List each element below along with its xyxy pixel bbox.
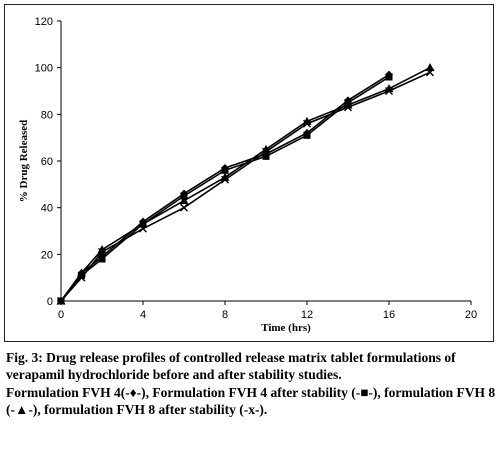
x-point xyxy=(139,224,147,233)
x-point xyxy=(385,87,393,95)
square-point xyxy=(98,255,106,263)
figure-caption: Fig. 3: Drug release profiles of control… xyxy=(6,350,496,418)
y-tick-label: 100 xyxy=(35,63,53,75)
y-tick-label: 80 xyxy=(41,109,53,121)
x-tick-label: 8 xyxy=(222,309,228,321)
y-axis-title: % Drug Released xyxy=(18,120,30,203)
series-line-triangle xyxy=(60,66,431,302)
x-tick-label: 0 xyxy=(58,309,64,321)
x-point xyxy=(98,248,106,256)
triangle-point xyxy=(179,196,189,205)
square-point xyxy=(221,166,229,174)
square-point xyxy=(303,131,311,139)
legend-caption-text: Formulation FVH 4(-♦-), Formulation FVH … xyxy=(6,385,496,417)
y-tick-label: 20 xyxy=(41,249,53,261)
x-point xyxy=(180,203,188,212)
square-point xyxy=(385,73,393,81)
square-point xyxy=(262,152,270,160)
y-tick-label: 40 xyxy=(41,203,53,215)
x-tick-label: 20 xyxy=(465,309,477,321)
x-point xyxy=(303,119,311,128)
x-point xyxy=(262,147,270,156)
x-point xyxy=(344,103,352,112)
drug-release-chart: 0 20 40 60 80 100 120 0 4 8 12 16 20 Time (hrs) % Drug… xyxy=(18,16,477,334)
x-point xyxy=(77,273,86,282)
x-point xyxy=(426,68,434,77)
chart-frame: 0 20 40 60 80 100 120 0 4 8 12 16 20 Time (hrs) % Drug… xyxy=(4,4,494,342)
square-point xyxy=(180,192,188,200)
y-tick-label: 60 xyxy=(41,156,53,168)
x-point xyxy=(57,297,65,305)
figure-caption-text: Fig. 3: Drug release profiles of control… xyxy=(6,350,456,382)
y-tick-label: 0 xyxy=(47,296,53,308)
series-line-square xyxy=(60,76,390,302)
x-point xyxy=(221,175,229,184)
y-tick-label: 120 xyxy=(35,16,53,28)
x-tick-label: 12 xyxy=(301,309,313,321)
x-axis-title: Time (hrs) xyxy=(261,322,311,334)
x-tick-label: 16 xyxy=(383,309,395,321)
x-tick-label: 4 xyxy=(140,309,146,321)
series-line-x xyxy=(60,71,431,302)
